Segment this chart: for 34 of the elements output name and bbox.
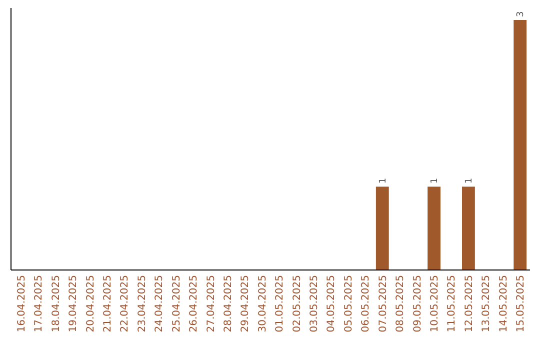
- x-tick-label: 13.05.2025: [481, 275, 492, 332]
- x-tick-label: 26.04.2025: [188, 275, 200, 332]
- data-label: 1: [430, 178, 440, 184]
- x-tick-label: 19.04.2025: [68, 275, 80, 332]
- x-tick-label: 03.05.2025: [309, 275, 320, 332]
- x-tick-label: 15.05.2025: [516, 275, 527, 332]
- x-tick-label: 12.05.2025: [464, 275, 475, 332]
- x-tick-label: 24.04.2025: [154, 275, 166, 332]
- x-tick-label: 14.05.2025: [498, 275, 510, 332]
- x-tick-label: 16.04.2025: [16, 275, 28, 332]
- x-tick-label: 04.05.2025: [326, 275, 338, 332]
- x-tick-label: 10.05.2025: [430, 275, 441, 332]
- data-label: 1: [464, 178, 474, 184]
- x-tick-label: 30.04.2025: [257, 275, 268, 332]
- x-tick-label: 27.04.2025: [206, 275, 217, 332]
- x-tick-label: 18.04.2025: [50, 275, 62, 332]
- x-tick-label: 07.05.2025: [378, 275, 389, 332]
- x-tick-label: 20.04.2025: [85, 275, 96, 332]
- x-tick-label: 22.04.2025: [120, 275, 131, 332]
- x-tick-label: 29.04.2025: [240, 275, 252, 332]
- x-tick-label: 21.04.2025: [102, 275, 114, 332]
- x-tick-label: 11.05.2025: [446, 275, 458, 332]
- x-tick-label: 01.05.2025: [274, 275, 286, 332]
- x-tick-label: 23.04.2025: [136, 275, 148, 332]
- x-tick-label: 28.04.2025: [222, 275, 234, 332]
- data-label: 1: [378, 178, 388, 184]
- x-tick-label: 05.05.2025: [343, 275, 354, 332]
- x-tick-label: 09.05.2025: [412, 275, 424, 332]
- x-tick-label: 25.04.2025: [171, 275, 182, 332]
- x-tick-label: 02.05.2025: [292, 275, 303, 332]
- data-label: 3: [516, 11, 526, 17]
- x-tick-label: 17.04.2025: [34, 275, 45, 332]
- x-tick-label: 06.05.2025: [360, 275, 372, 332]
- x-tick-label: 08.05.2025: [395, 275, 406, 332]
